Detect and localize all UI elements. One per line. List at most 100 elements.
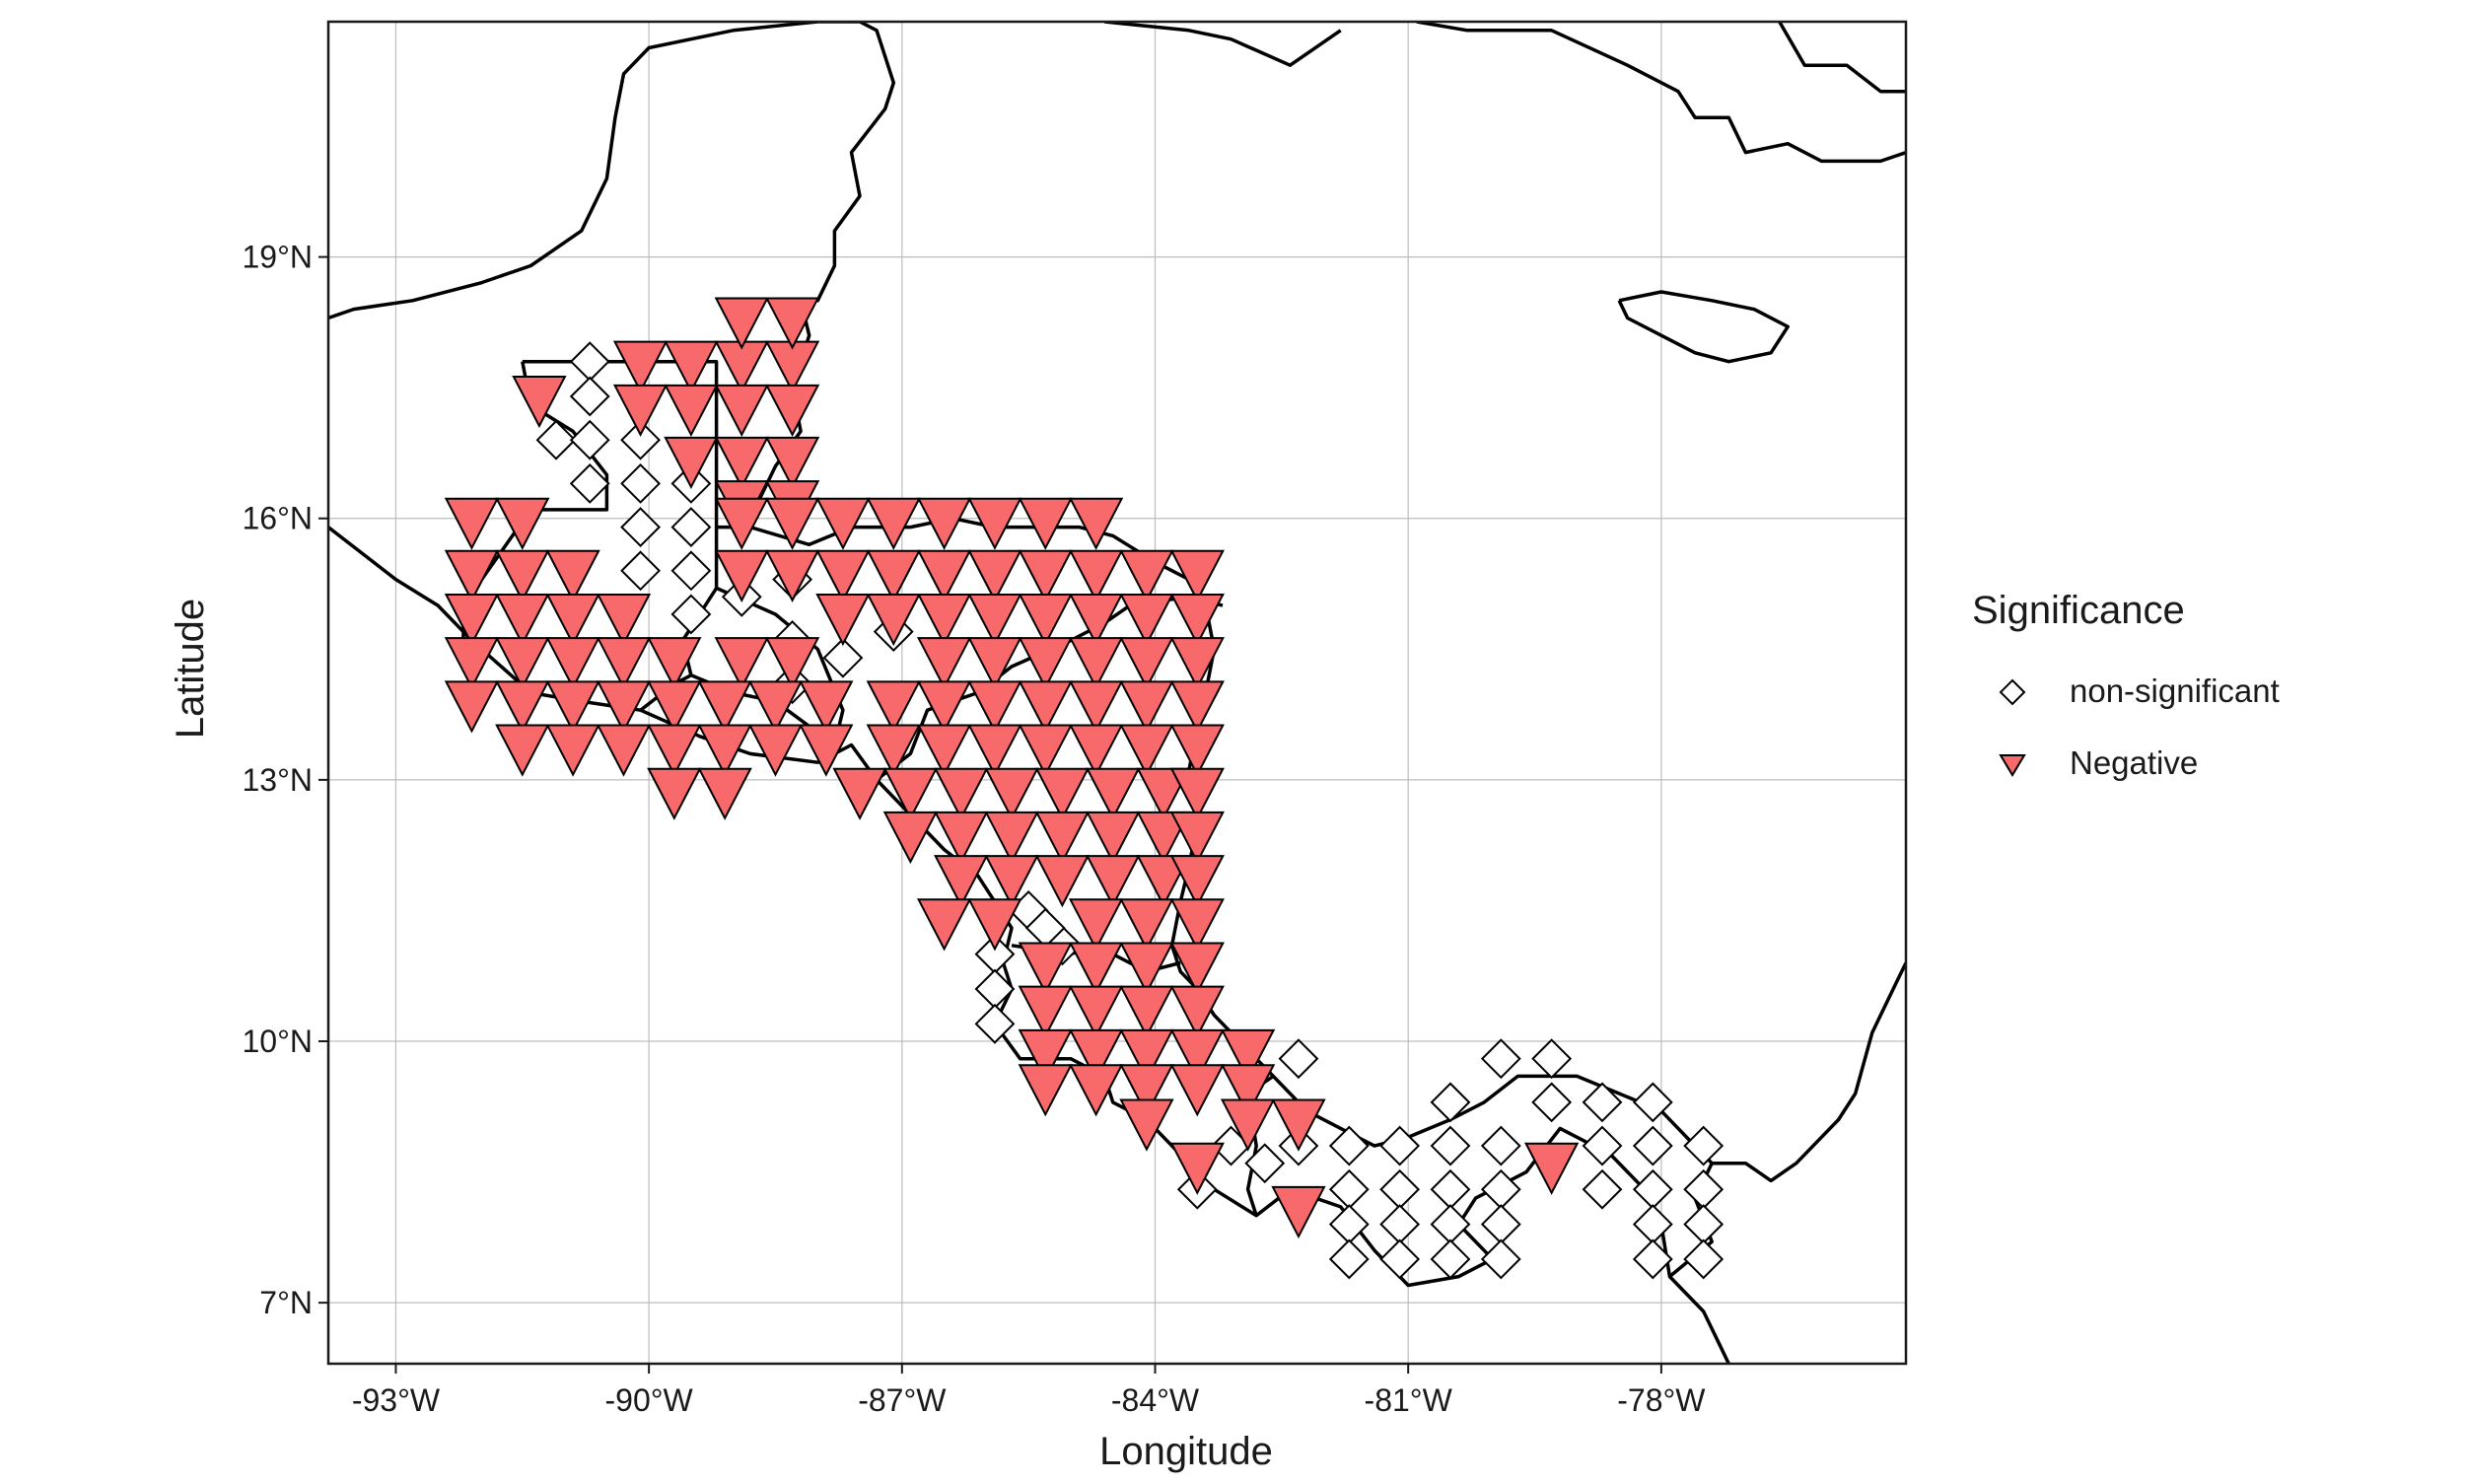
marker-negative xyxy=(1169,549,1225,602)
marker-negative xyxy=(1119,898,1174,952)
marker-nonsignificant xyxy=(1430,1125,1471,1166)
marker-negative xyxy=(1169,637,1225,690)
marker-negative xyxy=(967,637,1022,690)
marker-negative xyxy=(916,549,972,602)
marker-negative xyxy=(882,811,939,865)
legend: Significance non-significant Negative xyxy=(1972,589,2280,781)
marker-negative xyxy=(1018,680,1073,734)
marker-negative xyxy=(1119,724,1174,777)
marker-negative xyxy=(967,724,1022,777)
marker-negative xyxy=(444,637,500,690)
marker-negative xyxy=(647,767,702,820)
marker-negative xyxy=(1169,942,1225,995)
coastline xyxy=(1778,22,1906,94)
marker-negative xyxy=(866,549,921,602)
marker-negative xyxy=(984,811,1039,865)
marker-negative xyxy=(1068,985,1124,1038)
marker-negative xyxy=(697,680,752,734)
marker-nonsignificant xyxy=(569,376,610,417)
x-tick-label: -90°W xyxy=(605,1382,694,1418)
marker-nonsignificant xyxy=(620,462,661,504)
marker-nonsignificant xyxy=(1278,1038,1319,1080)
marker-negative xyxy=(1068,1028,1124,1083)
x-tick-label: -78°W xyxy=(1617,1382,1706,1418)
marker-negative xyxy=(1086,855,1141,908)
marker-negative xyxy=(1271,1185,1326,1239)
marker-negative xyxy=(444,549,500,602)
marker-negative xyxy=(1086,767,1141,820)
marker-nonsignificant xyxy=(620,507,661,547)
coastline xyxy=(1104,22,1342,67)
legend-title: Significance xyxy=(1972,589,2185,632)
marker-nonsignificant xyxy=(1328,1238,1370,1280)
marker-negative xyxy=(1068,1064,1124,1117)
marker-negative xyxy=(764,637,820,690)
marker-negative xyxy=(764,497,820,550)
x-tick-label: -87°W xyxy=(858,1382,947,1418)
marker-negative xyxy=(832,767,887,820)
marker-negative xyxy=(747,680,804,734)
marker-negative xyxy=(545,593,600,647)
marker-negative xyxy=(764,549,820,602)
marker-negative xyxy=(916,724,972,777)
marker-negative xyxy=(1169,1028,1225,1083)
marker-negative xyxy=(444,680,500,734)
marker-nonsignificant xyxy=(1582,1082,1623,1123)
x-tick-label: -81°W xyxy=(1365,1382,1453,1418)
marker-negative xyxy=(866,680,921,734)
marker-negative xyxy=(1018,985,1073,1038)
marker-negative xyxy=(1220,1028,1276,1083)
marker-negative xyxy=(967,680,1022,734)
data-markers xyxy=(444,297,1725,1280)
marker-negative xyxy=(495,497,550,550)
marker-negative xyxy=(1136,855,1191,908)
marker-negative xyxy=(866,497,921,550)
legend-label-negative: Negative xyxy=(2070,744,2198,781)
marker-nonsignificant xyxy=(670,507,712,547)
marker-negative xyxy=(916,637,972,690)
marker-negative xyxy=(916,497,972,550)
y-axis-title: Latitude xyxy=(169,599,212,739)
marker-negative xyxy=(747,724,804,777)
marker-negative xyxy=(967,898,1022,952)
marker-negative xyxy=(1169,811,1225,865)
marker-negative xyxy=(1068,898,1124,952)
marker-nonsignificant xyxy=(670,594,712,635)
marker-negative xyxy=(596,593,652,647)
marker-negative xyxy=(1169,898,1225,952)
marker-nonsignificant xyxy=(1379,1238,1421,1280)
marker-nonsignificant xyxy=(1430,1082,1471,1123)
marker-negative xyxy=(984,855,1039,908)
marker-negative xyxy=(647,637,702,690)
marker-negative xyxy=(545,680,600,734)
marker-negative xyxy=(934,855,989,908)
marker-negative xyxy=(1018,549,1073,602)
marker-negative xyxy=(799,724,854,777)
marker-negative xyxy=(714,384,769,438)
marker-negative xyxy=(866,593,921,647)
marker-negative xyxy=(815,497,871,550)
marker-negative xyxy=(444,593,500,647)
marker-negative xyxy=(1119,1028,1174,1083)
marker-negative xyxy=(1018,637,1073,690)
marker-nonsignificant xyxy=(1430,1238,1471,1280)
marker-negative xyxy=(1220,1064,1276,1117)
marker-nonsignificant xyxy=(974,1003,1016,1044)
marker-nonsignificant xyxy=(535,419,577,460)
marker-negative xyxy=(1068,680,1124,734)
marker-negative xyxy=(1068,593,1124,647)
legend-key-negative xyxy=(1999,754,2026,777)
marker-negative xyxy=(495,724,550,777)
marker-negative xyxy=(495,637,550,690)
marker-negative xyxy=(444,497,500,550)
marker-nonsignificant xyxy=(620,550,661,592)
marker-negative xyxy=(1119,637,1174,690)
marker-negative xyxy=(664,340,719,393)
marker-negative xyxy=(916,593,972,647)
marker-negative xyxy=(882,767,939,820)
marker-negative xyxy=(596,680,652,734)
y-axis: 7°N 10°N 13°N 16°N 19°N xyxy=(243,240,328,1320)
